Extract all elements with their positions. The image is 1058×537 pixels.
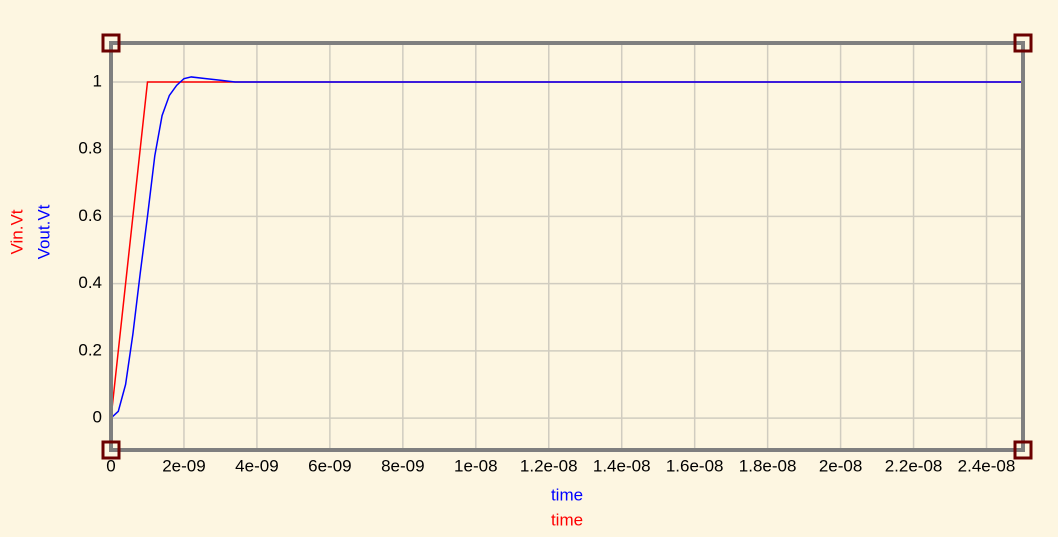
y-axis-label: Vin.Vt: [7, 209, 26, 254]
x-tick-label: 2e-09: [162, 456, 205, 475]
plot-area: [111, 43, 1023, 450]
x-tick-label: 2e-08: [819, 456, 862, 475]
y-tick-label: 0: [93, 408, 102, 427]
x-tick-label: 2.2e-08: [885, 456, 943, 475]
x-tick-label: 1.8e-08: [739, 456, 797, 475]
y-tick-label: 0.6: [78, 206, 102, 225]
x-tick-label: 6e-09: [308, 456, 351, 475]
y-tick-label: 0.4: [78, 273, 102, 292]
corner-handle: [101, 33, 121, 53]
y-tick-label: 1: [93, 71, 102, 90]
plot-frame: [109, 41, 1025, 452]
corner-handle: [1013, 440, 1033, 460]
series-line: [110, 76, 1023, 419]
x-tick-label: 1.4e-08: [593, 456, 651, 475]
x-tick-label: 0: [106, 456, 115, 475]
y-tick-label: 0.8: [78, 139, 102, 158]
y-tick-label: 0.2: [78, 340, 102, 359]
x-tick-label: 1.6e-08: [666, 456, 724, 475]
x-tick-label: 4e-09: [235, 456, 278, 475]
y-axis-label: Vout.Vt: [34, 204, 53, 259]
x-tick-label: 1.2e-08: [520, 456, 578, 475]
corner-handle: [101, 440, 121, 460]
x-tick-label: 2.4e-08: [958, 456, 1016, 475]
series-line: [110, 81, 1023, 419]
corner-handle: [1013, 33, 1033, 53]
x-tick-label: 1e-08: [454, 456, 497, 475]
x-axis-label: time: [551, 485, 583, 504]
x-tick-label: 8e-09: [381, 456, 424, 475]
x-axis-label: time: [551, 510, 583, 529]
